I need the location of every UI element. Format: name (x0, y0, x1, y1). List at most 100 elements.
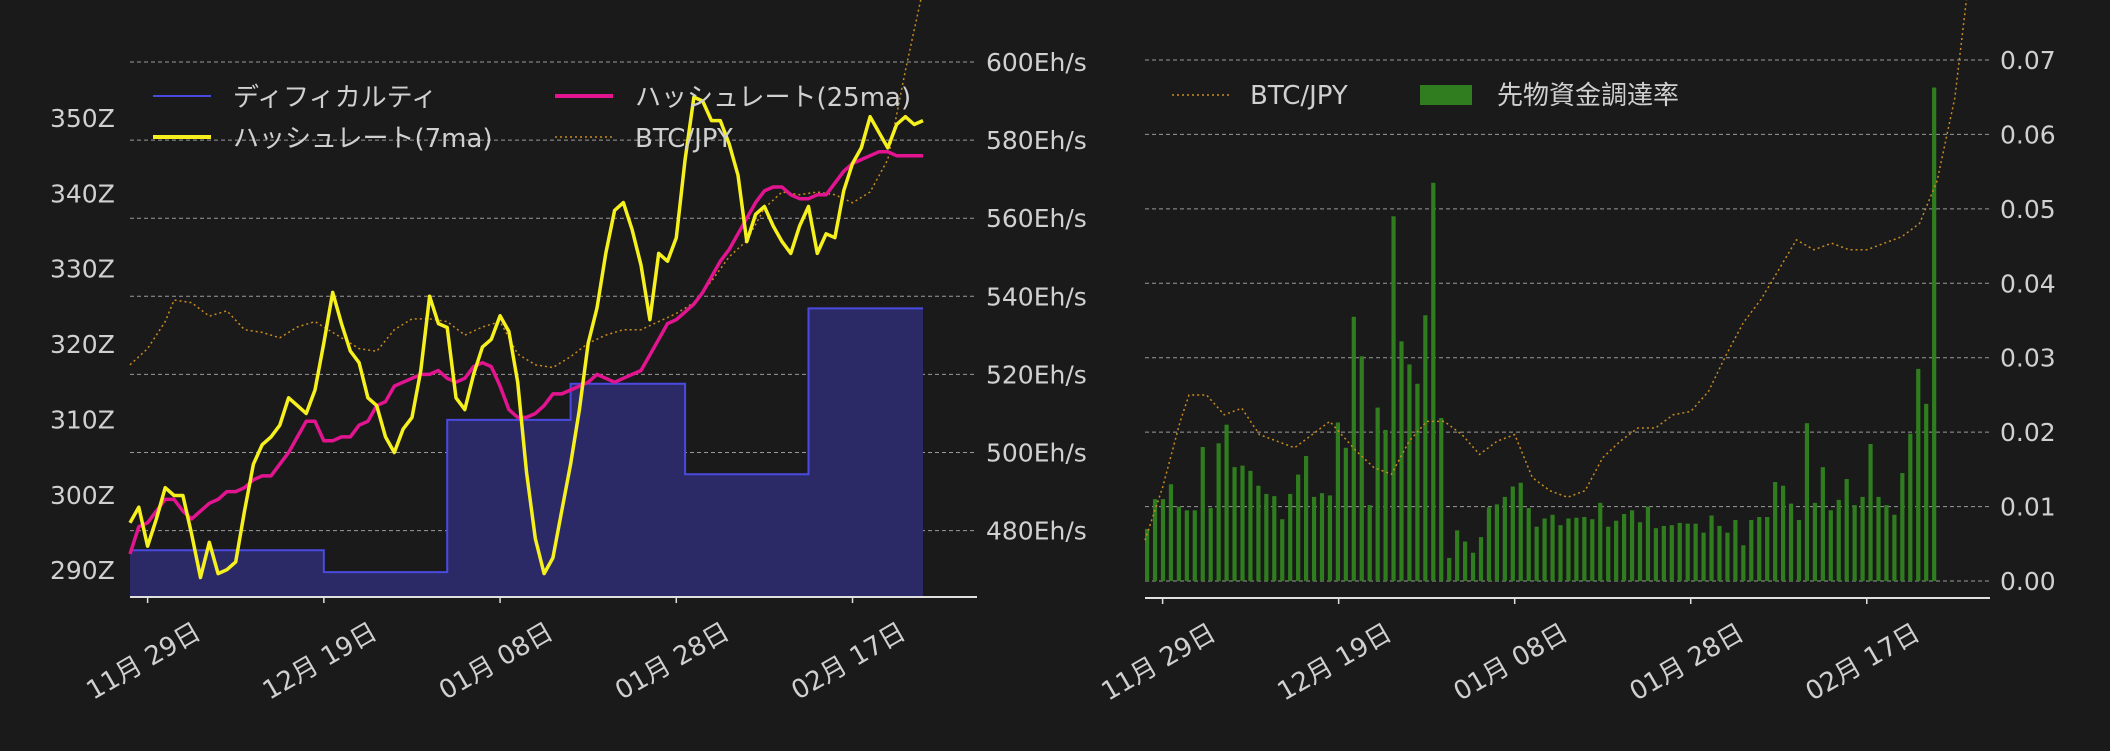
y-right-tick-label: 520Eh/s (986, 360, 1087, 389)
difficulty-line (130, 307, 923, 574)
funding-rate-bar (1486, 507, 1492, 581)
funding-rate-bar (1900, 473, 1905, 581)
funding-rate-bar (1216, 443, 1221, 581)
funding-rate-bar (1717, 525, 1722, 581)
funding-rate-bar (1709, 515, 1714, 581)
btc-jpy-line (129, 0, 922, 369)
funding-rate-bar (1431, 182, 1436, 582)
funding-rate-bar (1820, 467, 1825, 581)
funding-rate-bar (1327, 495, 1333, 581)
funding-rate-bar (1773, 482, 1778, 581)
y-right-tick-label: 580Eh/s (986, 126, 1087, 155)
legend-swatch-funding-rate (1420, 85, 1472, 105)
funding-rate-bar (1661, 525, 1666, 581)
funding-rate-bar (1248, 470, 1253, 581)
difficulty-area (130, 308, 923, 597)
funding-rate-bar (1653, 528, 1658, 581)
funding-rate-bar (1924, 403, 1929, 581)
funding-rate-bar (1256, 485, 1261, 581)
funding-rate-bar (1264, 493, 1269, 581)
funding-rate-bar (1494, 504, 1499, 581)
funding-rate-bar (1812, 502, 1817, 581)
hashrate-7ma-line (128, 95, 924, 580)
funding-rate-bar (1367, 505, 1372, 581)
x-tick-label: 01月 08日 (1449, 618, 1573, 707)
y-left-tick-label: 290Z (50, 556, 115, 585)
y-left-tick-label: 310Z (50, 405, 115, 434)
funding-rate-bar (1693, 523, 1698, 581)
funding-rate-bar (1502, 496, 1507, 581)
y-tick-label: 0.01 (2000, 493, 2056, 522)
funding-rate-bar (1335, 422, 1340, 581)
funding-rate-bar (1844, 479, 1849, 581)
funding-rate-bar (1272, 496, 1277, 581)
funding-rate-bar (1224, 424, 1229, 581)
funding-rate-bar (1383, 429, 1388, 581)
funding-rate-bar (1741, 545, 1746, 581)
x-tick-label: 11月 29日 (82, 617, 206, 706)
funding-rate-bar (1598, 502, 1603, 581)
funding-rate-chart: 0.00 0.01 0.02 0.03 0.04 0.05 0.06 0.07 11月 29日 1… (1097, 0, 2056, 707)
funding-rate-bar (1470, 552, 1476, 581)
funding-rate-bar (1860, 496, 1865, 581)
legend-label-btc-jpy: BTC/JPY (1250, 81, 1348, 111)
y-left-tick-label: 350Z (50, 104, 115, 133)
funding-rate-bar (1836, 499, 1841, 581)
y-right-tick-label: 560Eh/s (986, 204, 1087, 233)
x-tick-label: 01月 08日 (434, 617, 558, 706)
funding-rate-bar (1574, 517, 1579, 581)
funding-rate-bar (1200, 447, 1205, 581)
y-tick-label: 0.05 (2000, 195, 2056, 224)
funding-rate-bar (1725, 532, 1730, 581)
x-tick-label: 01月 28日 (1625, 618, 1749, 707)
funding-rate-bar (1749, 519, 1754, 581)
y-right-tick-label: 540Eh/s (986, 282, 1087, 311)
y-left-tick-label: 340Z (50, 179, 115, 208)
funding-rate-bar (1478, 537, 1484, 581)
funding-rate-bar (1232, 467, 1237, 581)
funding-rate-bar (1804, 423, 1810, 581)
btc-jpy-line (1144, 0, 1968, 541)
legend-label-btc-jpy: BTC/JPY (635, 124, 733, 154)
funding-rate-bar (1391, 216, 1396, 582)
funding-rate-bar (1288, 493, 1293, 581)
funding-rate-bar (1566, 518, 1571, 581)
y-tick-label: 0.00 (2000, 567, 2056, 596)
funding-rate-bar (1280, 519, 1285, 581)
funding-rate-bar (1868, 444, 1873, 581)
funding-rate-bar (1184, 510, 1189, 581)
funding-rate-bar (1375, 407, 1380, 581)
funding-rate-bar (1423, 315, 1428, 581)
funding-rate-bar (1296, 474, 1301, 581)
funding-rate-bar (1733, 519, 1738, 581)
funding-rate-bar (1781, 485, 1786, 581)
funding-rate-bar (1629, 510, 1635, 581)
funding-rate-bar (1932, 87, 1937, 581)
funding-rate-bar (1463, 541, 1468, 581)
y-right-tick-label: 600Eh/s (986, 48, 1087, 77)
funding-rate-bar (1884, 505, 1889, 581)
funding-rate-bar (1208, 508, 1213, 581)
y-tick-label: 0.04 (2000, 269, 2056, 298)
y-right-tick-label: 500Eh/s (986, 439, 1087, 468)
funding-rate-bar (1765, 516, 1770, 581)
funding-rate-bar (1152, 499, 1158, 581)
funding-rate-bar (1168, 484, 1174, 581)
funding-rate-bar (1614, 520, 1619, 581)
funding-rate-bar (1677, 522, 1682, 581)
funding-rate-bar (1606, 526, 1611, 581)
funding-rate-bar (1701, 532, 1706, 581)
y-left-tick-label: 320Z (50, 330, 115, 359)
x-tick-label: 02月 17日 (1801, 618, 1925, 707)
legend-label-difficulty: ディフィカルティ (233, 83, 437, 113)
funding-rate-bar (1876, 496, 1881, 581)
funding-rate-bar (1550, 514, 1555, 581)
funding-rate-bar (1916, 368, 1921, 581)
funding-rate-bar (1351, 316, 1356, 581)
y-tick-label: 0.03 (2000, 344, 2056, 373)
funding-rate-bar (1542, 518, 1547, 581)
funding-rate-bar (1852, 505, 1857, 581)
funding-rate-bar (1447, 557, 1452, 581)
funding-rate-bar (1343, 447, 1348, 581)
